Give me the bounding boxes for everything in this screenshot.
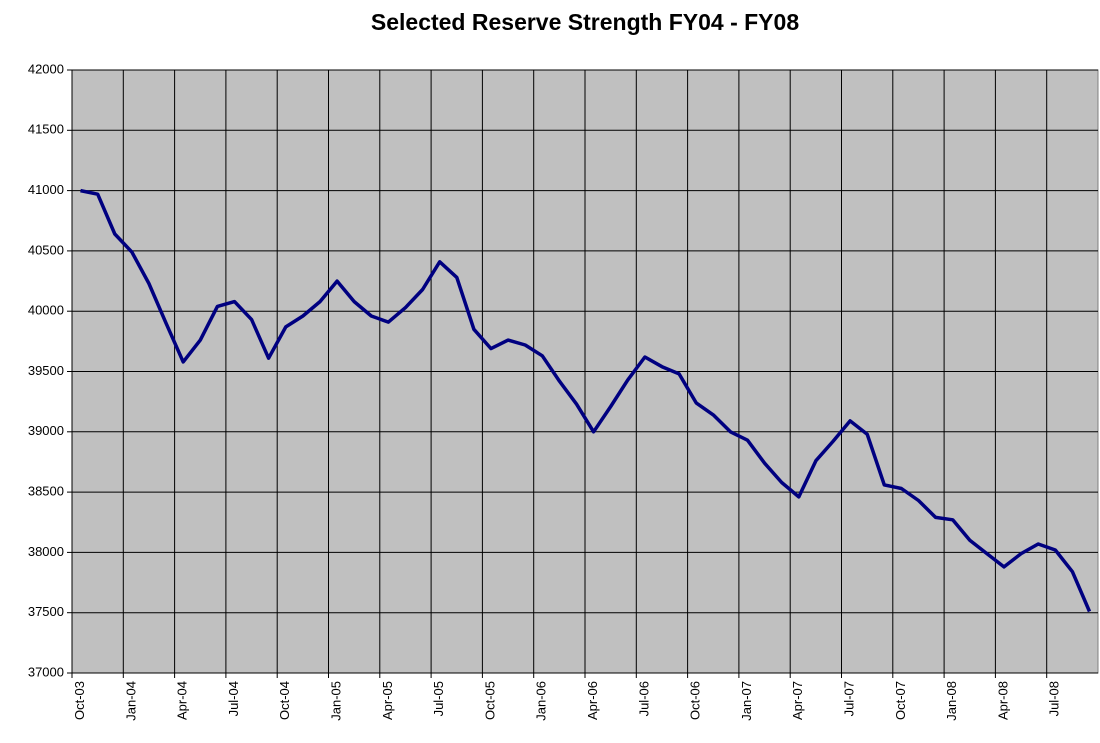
x-tick-label: Oct-04 <box>277 681 292 720</box>
x-tick-label: Jul-05 <box>431 681 446 716</box>
x-tick-label: Apr-07 <box>790 681 805 720</box>
y-tick-label: 37500 <box>28 604 64 619</box>
x-tick-label: Apr-06 <box>585 681 600 720</box>
y-tick-label: 39500 <box>28 363 64 378</box>
y-tick-label: 40000 <box>28 303 64 318</box>
x-tick-label: Oct-05 <box>482 681 497 720</box>
y-tick-label: 39000 <box>28 423 64 438</box>
x-tick-label: Oct-06 <box>688 681 703 720</box>
x-tick-label: Apr-04 <box>175 681 190 720</box>
x-tick-label: Jul-06 <box>636 681 651 716</box>
y-tick-label: 41000 <box>28 182 64 197</box>
x-tick-label: Jan-05 <box>328 681 343 721</box>
x-tick-label: Jul-08 <box>1047 681 1062 716</box>
y-tick-label: 38000 <box>28 544 64 559</box>
y-tick-label: 38500 <box>28 484 64 499</box>
y-tick-label: 42000 <box>28 61 64 76</box>
x-tick-label: Oct-03 <box>72 681 87 720</box>
x-tick-label: Apr-05 <box>380 681 395 720</box>
x-tick-label: Jan-07 <box>739 681 754 721</box>
x-tick-label: Jul-04 <box>226 681 241 716</box>
y-tick-label: 37000 <box>28 664 64 679</box>
y-tick-label: 40500 <box>28 242 64 257</box>
y-tick-label: 41500 <box>28 122 64 137</box>
line-series <box>80 188 1092 613</box>
x-tick-label: Oct-07 <box>893 681 908 720</box>
x-tick-label: Jan-04 <box>123 681 138 721</box>
chart-title: Selected Reserve Strength FY04 - FY08 <box>371 9 799 35</box>
x-tick-label: Jan-08 <box>944 681 959 721</box>
x-tick-label: Apr-08 <box>995 681 1010 720</box>
x-tick-label: Jan-06 <box>534 681 549 721</box>
x-tick-label: Jul-07 <box>841 681 856 716</box>
